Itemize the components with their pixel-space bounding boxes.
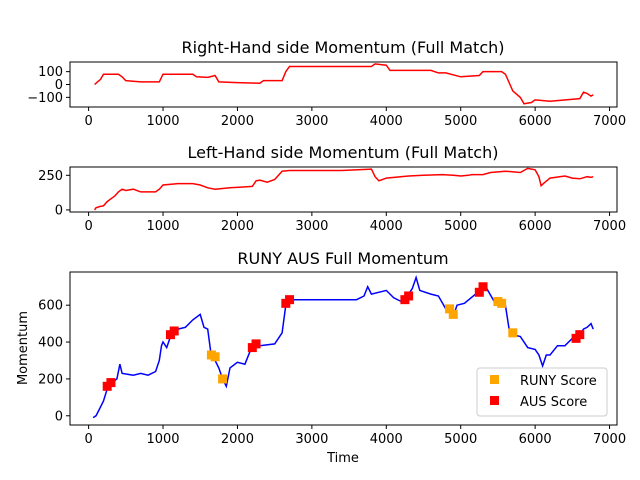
x-tick-label: 2000 [221, 432, 254, 447]
chart-title: Left-Hand side Momentum (Full Match) [188, 143, 499, 162]
x-tick-label: 1000 [146, 114, 179, 129]
aus-score-marker [404, 291, 414, 301]
aus-score-marker [478, 282, 488, 292]
aus-score-marker [251, 339, 261, 349]
y-tick-label: 0 [55, 203, 63, 218]
y-tick-label: 250 [38, 169, 63, 184]
x-tick-label: 6000 [519, 219, 552, 234]
x-tick-label: 1000 [146, 432, 179, 447]
runy-score-marker [508, 328, 518, 338]
legend-frame [476, 367, 608, 417]
y-tick-label: −100 [27, 91, 63, 106]
runy-score-marker [497, 298, 507, 308]
y-tick-label: 200 [38, 372, 63, 387]
series-line [92, 274, 594, 419]
y-tick-label: 100 [38, 65, 63, 80]
series-line [93, 167, 594, 211]
panel-full-momentum: RUNY AUS Full Momentum 0 1000 2000 3000 4000… [16, 249, 626, 466]
legend-marker-aus [490, 396, 499, 405]
y-tick-label: 400 [38, 336, 63, 351]
x-tick-label: 7000 [593, 219, 626, 234]
aus-score-marker [106, 378, 116, 388]
x-tick-label: 3000 [295, 432, 328, 447]
runy-score-marker [218, 374, 228, 384]
x-tick-label: 6000 [519, 432, 552, 447]
x-tick-label: 4000 [370, 114, 403, 129]
x-tick-label: 7000 [593, 432, 626, 447]
aus-score-marker [285, 295, 295, 305]
x-tick-label: 4000 [370, 219, 403, 234]
x-tick-label: 5000 [444, 114, 477, 129]
panel-left-hand-momentum: Left-Hand side Momentum (Full Match) 0 10… [38, 143, 626, 234]
y-tick-label: 0 [55, 409, 63, 424]
x-tick-label: 3000 [295, 219, 328, 234]
legend: RUNY Score AUS Score [476, 367, 608, 417]
runy-score-marker [210, 352, 220, 362]
x-tick-label: 3000 [295, 114, 328, 129]
x-axis-label: Time [326, 451, 359, 466]
x-tick-label: 6000 [519, 114, 552, 129]
series-line [94, 63, 594, 105]
runy-score-marker [445, 304, 455, 314]
x-tick-label: 0 [84, 432, 92, 447]
axes-frame [69, 271, 618, 426]
chart-title: RUNY AUS Full Momentum [237, 249, 448, 268]
y-axis-label: Momentum [16, 311, 31, 385]
x-tick-label: 0 [84, 114, 92, 129]
y-tick-label: 0 [55, 78, 63, 93]
aus-score-marker [474, 287, 484, 297]
x-tick-label: 2000 [221, 114, 254, 129]
x-tick-label: 2000 [221, 219, 254, 234]
x-tick-label: 5000 [444, 219, 477, 234]
aus-score-marker [575, 330, 585, 340]
legend-label-runy: RUNY Score [520, 374, 597, 389]
legend-label-aus: AUS Score [520, 395, 587, 410]
legend-marker-runy [490, 375, 499, 384]
chart-title: Right-Hand side Momentum (Full Match) [182, 38, 505, 57]
runy-score-marker [448, 309, 458, 319]
x-tick-label: 7000 [593, 114, 626, 129]
plot-area: 0 1000 2000 3000 4000 5000 6000 7000 0 250 [38, 166, 626, 234]
y-tick-label: 600 [38, 299, 63, 314]
x-tick-label: 5000 [444, 432, 477, 447]
aus-score-marker [169, 326, 179, 336]
x-tick-label: 0 [84, 219, 92, 234]
axes-frame [69, 166, 618, 213]
x-tick-label: 4000 [370, 432, 403, 447]
x-tick-label: 1000 [146, 219, 179, 234]
plot-area: 0 1000 2000 3000 4000 5000 6000 7000 0 200 400 600 [38, 271, 626, 447]
